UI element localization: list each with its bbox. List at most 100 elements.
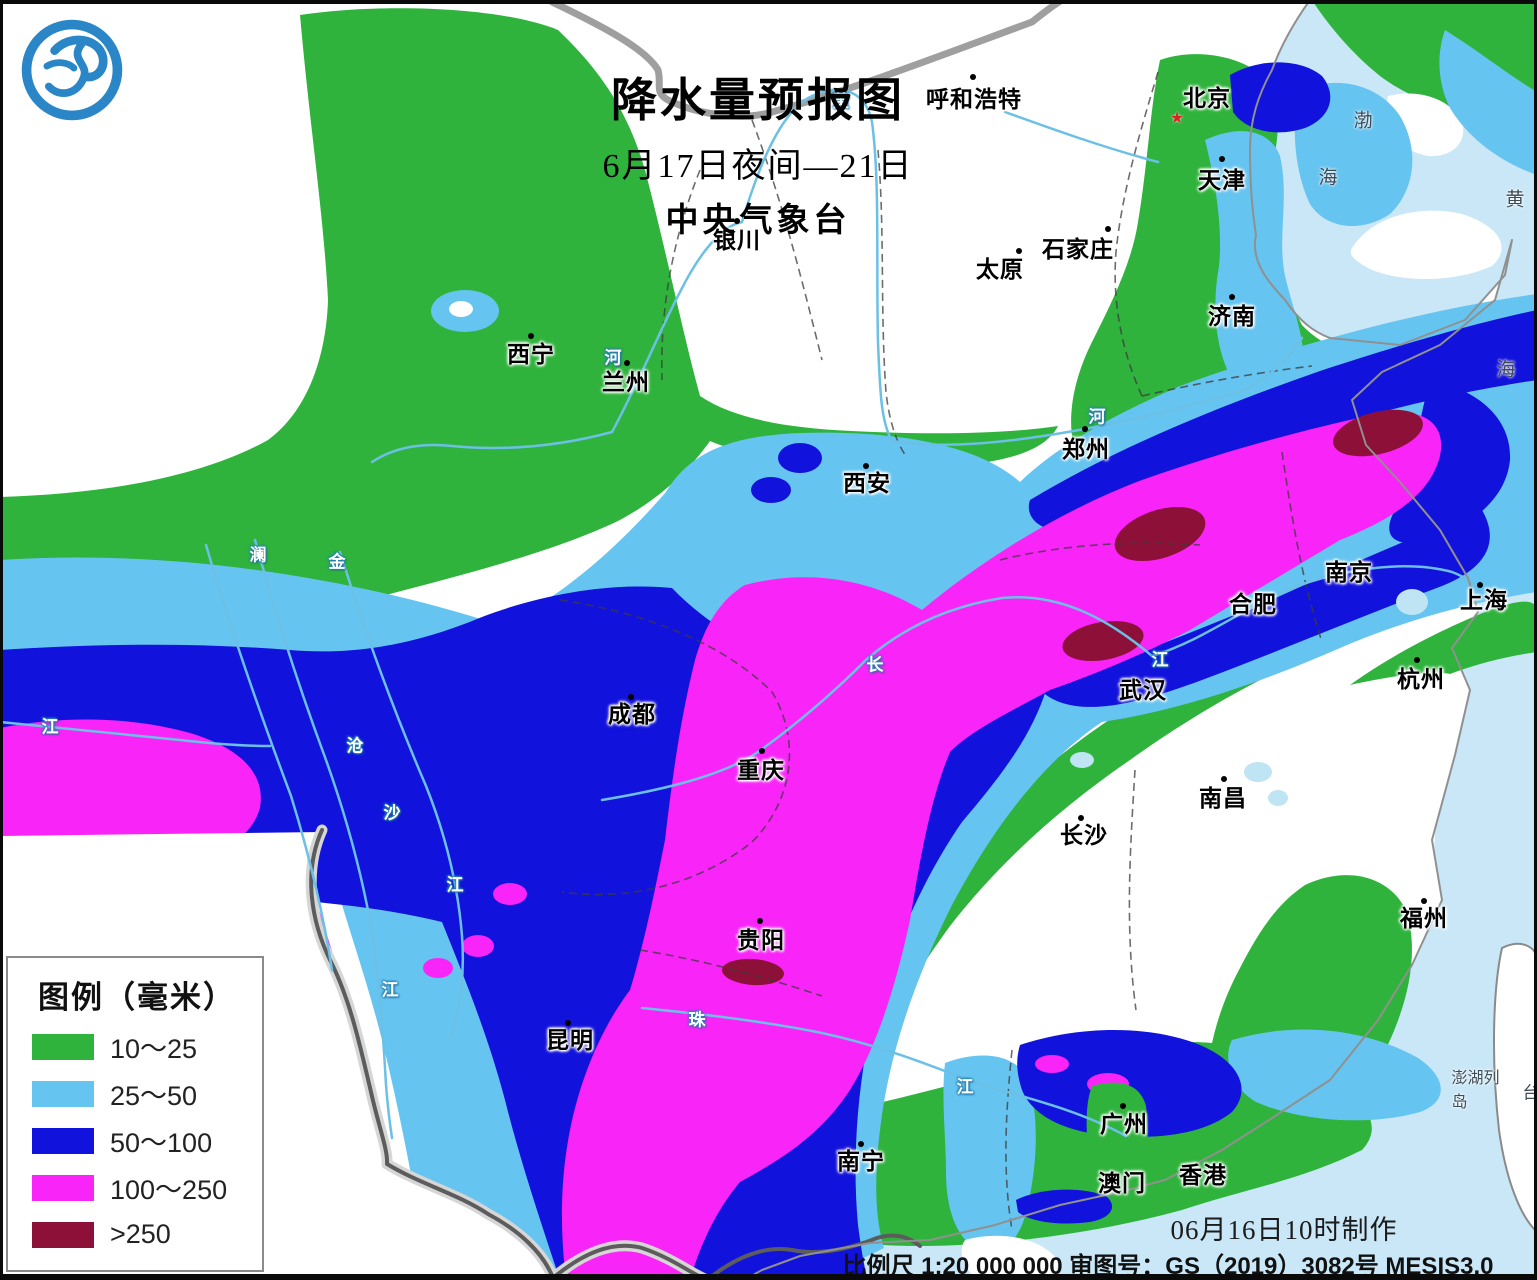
river-label: 江: [381, 980, 399, 1000]
cma-logo-icon: [14, 12, 130, 128]
city-dot-icon: [1016, 248, 1022, 254]
river-label: 黄: [832, 91, 850, 111]
city-label-南宁: 南宁: [837, 1148, 885, 1174]
city-dot-icon: [858, 1141, 864, 1147]
river-label: 江: [41, 717, 59, 737]
legend: 图例（毫米） 10～25 25～50 50～100 100～250 >250: [6, 956, 264, 1272]
city-dot-icon: [624, 360, 630, 366]
river-label: 沙: [383, 803, 401, 823]
capital-star-icon: ★: [1169, 110, 1185, 127]
city-dot-icon: [734, 218, 740, 224]
city-dot-icon: [1082, 426, 1088, 432]
city-dot-icon: [1105, 226, 1111, 232]
city-dot-icon: [1229, 294, 1235, 300]
legend-item: 25～50: [8, 1070, 262, 1117]
city-label-西宁: 西宁: [507, 341, 555, 367]
river-label: 澜: [249, 545, 267, 565]
legend-label: 25～50: [110, 1081, 198, 1111]
sea-label: 海: [1318, 167, 1338, 189]
city-label-贵阳: 贵阳: [737, 927, 785, 953]
city-dot-icon: [1421, 898, 1427, 904]
city-label-重庆: 重庆: [737, 757, 785, 783]
province-borders: [559, 71, 1323, 1231]
city-label-成都: 成都: [608, 701, 656, 727]
issue-time: 06月16日10时制作: [1170, 1215, 1398, 1245]
sea-label: 渤: [1353, 110, 1373, 132]
sea-label: 黄: [1505, 189, 1525, 211]
map-title: 降水量预报图: [611, 75, 905, 126]
legend-title: 图例（毫米）: [38, 980, 236, 1015]
city-label-济南: 济南: [1208, 303, 1256, 329]
city-dot-icon: [565, 1020, 571, 1026]
city-dot-icon: [757, 918, 763, 924]
legend-swatch: [32, 1127, 94, 1154]
city-label-杭州: 杭州: [1397, 666, 1445, 692]
sea-label: 台: [1522, 1083, 1537, 1103]
city-label-南昌: 南昌: [1199, 785, 1247, 811]
forecast-period: 6月17日夜间—21日: [602, 148, 914, 185]
city-label-呼和浩特: 呼和浩特: [926, 86, 1022, 112]
city-label-福州: 福州: [1400, 905, 1448, 931]
river-label: 河: [604, 348, 622, 368]
rivers: [0, 88, 1482, 1140]
frame-top: [0, 0, 1537, 4]
city-label-郑州: 郑州: [1062, 436, 1110, 462]
sea-label: 海: [1496, 359, 1516, 381]
city-label-天津: 天津: [1198, 167, 1246, 193]
city-label-合肥: 合肥: [1229, 591, 1277, 617]
city-label-北京: 北京: [1183, 85, 1231, 111]
legend-item: 100～250: [8, 1164, 262, 1211]
agency-name: 中央气象台: [665, 201, 851, 238]
river-label: 沧: [346, 736, 364, 756]
city-dot-icon: [970, 74, 976, 80]
legend-items: 10～25 25～50 50～100 100～250 >250: [8, 1023, 262, 1258]
title-block: 降水量预报图 6月17日夜间—21日 中央气象台: [408, 64, 1108, 241]
legend-item: 50～100: [8, 1117, 262, 1164]
frame-left: [0, 0, 3, 1280]
city-dot-icon: [1414, 657, 1420, 663]
city-label-西安: 西安: [843, 470, 891, 496]
river-label: 江: [446, 875, 464, 895]
city-label-银川: 银川: [713, 227, 761, 253]
city-dot-icon: [1477, 582, 1483, 588]
city-dot-icon: [1120, 1103, 1126, 1109]
city-label-澳门: 澳门: [1098, 1170, 1146, 1196]
legend-label: 100～250: [110, 1175, 228, 1205]
city-label-香港: 香港: [1179, 1162, 1227, 1188]
city-label-太原: 太原: [976, 256, 1024, 282]
city-dot-icon: [528, 333, 534, 339]
city-dot-icon: [1221, 776, 1227, 782]
map-details: [431, 290, 1428, 1199]
city-label-昆明: 昆明: [546, 1027, 594, 1053]
legend-item: 10～25: [8, 1023, 262, 1070]
frame-right: [1534, 0, 1537, 1280]
legend-label: 50～100: [110, 1128, 213, 1158]
river-label: 江: [1151, 650, 1169, 670]
city-dot-icon: [628, 694, 634, 700]
city-label-武汉: 武汉: [1119, 677, 1167, 703]
city-dot-icon: [759, 748, 765, 754]
river-label: 河: [1088, 407, 1106, 427]
river-label: 长: [866, 655, 884, 675]
legend-swatch: [32, 1080, 94, 1107]
legend-label: >250: [110, 1219, 171, 1249]
city-label-兰州: 兰州: [602, 369, 650, 395]
river-label: 金: [328, 552, 346, 572]
coastline: [743, 0, 1513, 1280]
legend-swatch: [32, 1221, 94, 1248]
city-dot-icon: [1078, 815, 1084, 821]
city-label-上海: 上海: [1460, 587, 1508, 613]
legend-swatch: [32, 1174, 94, 1201]
river-label: 江: [956, 1077, 974, 1097]
city-label-石家庄: 石家庄: [1042, 236, 1114, 262]
frame-bottom: [0, 1274, 1537, 1280]
legend-swatch: [32, 1033, 94, 1060]
river-label: 珠: [688, 1010, 706, 1030]
city-dot-icon: [1219, 156, 1225, 162]
city-dot-icon: [863, 463, 869, 469]
city-label-广州: 广州: [1100, 1111, 1148, 1137]
city-label-长沙: 长沙: [1060, 822, 1108, 848]
